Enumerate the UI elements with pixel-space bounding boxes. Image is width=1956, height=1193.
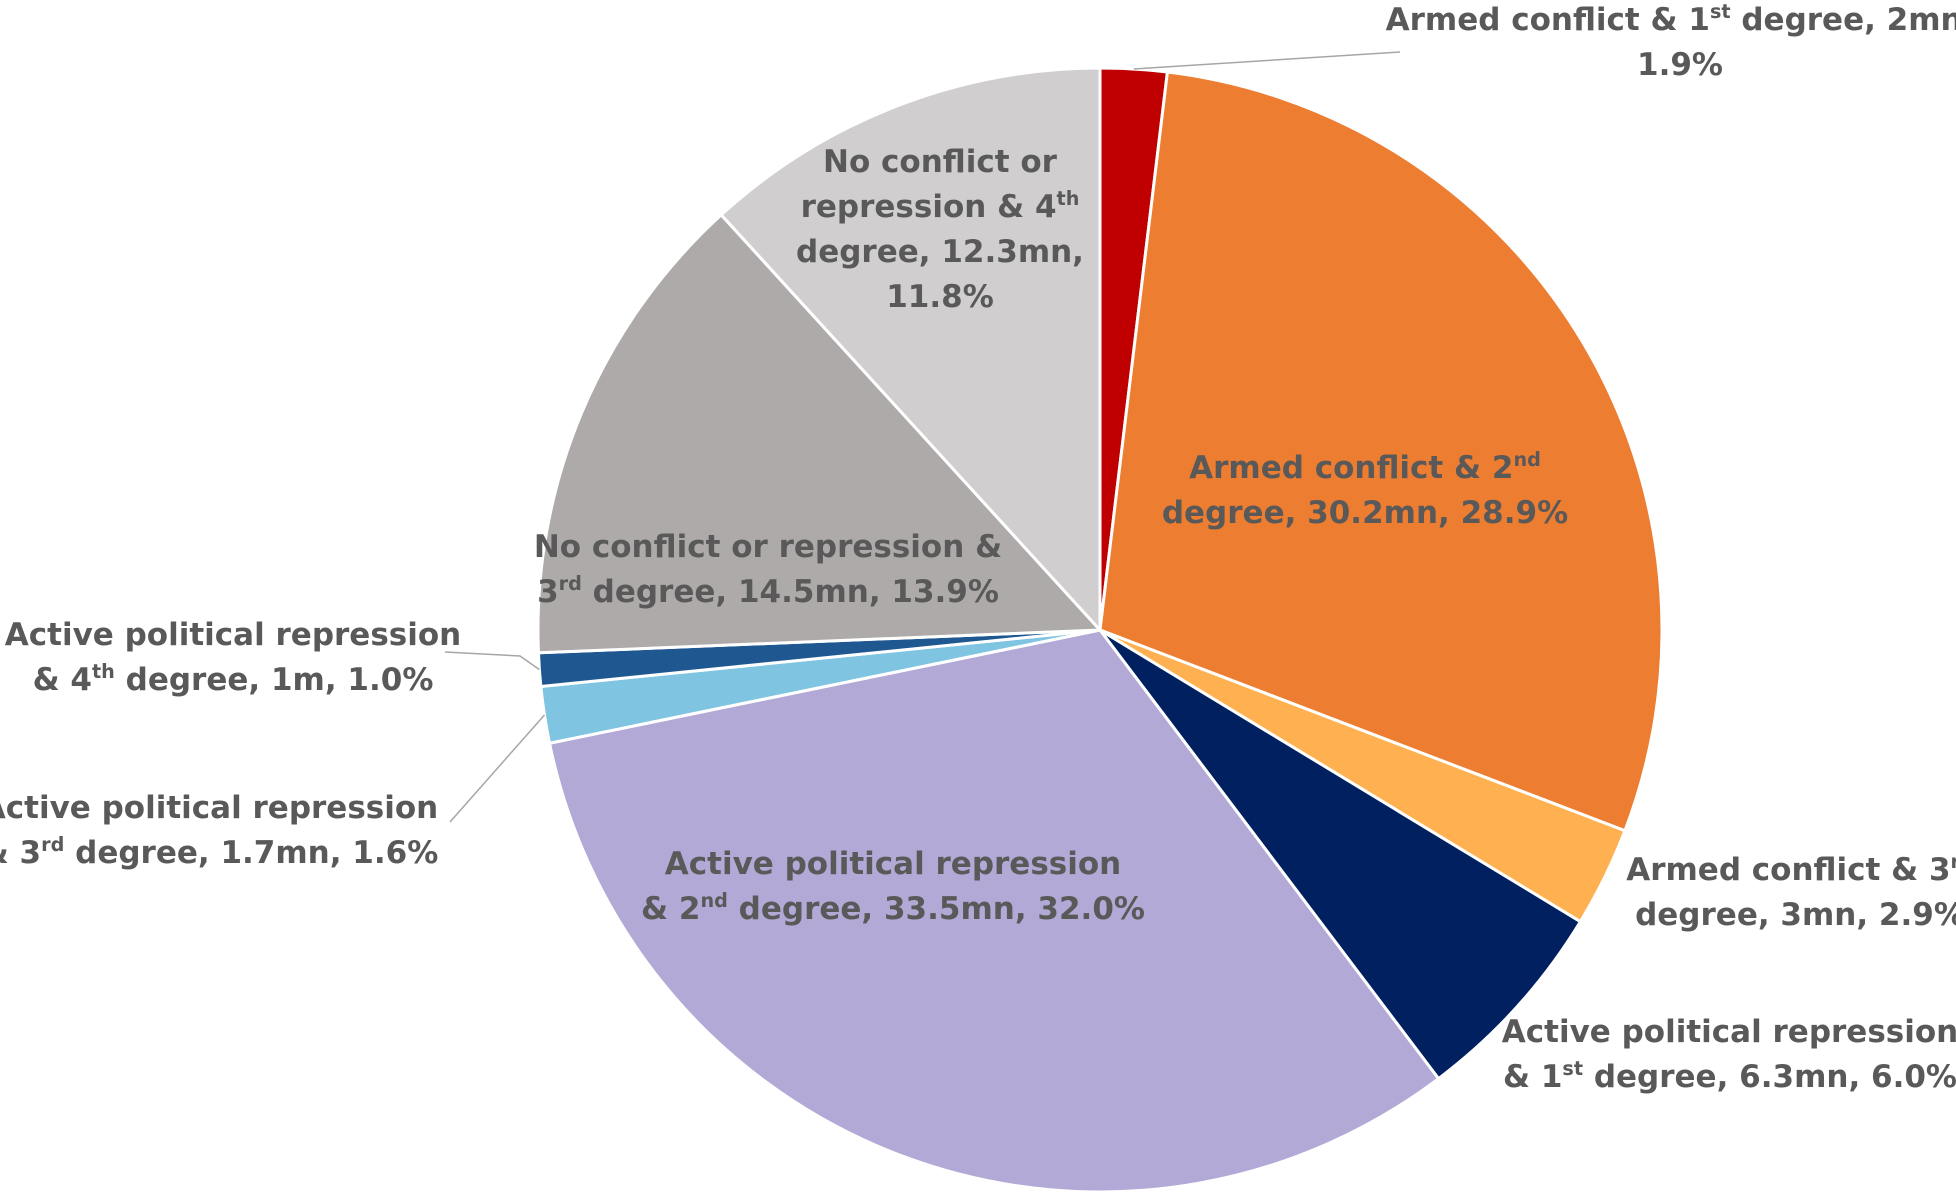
pie-slice-2: [1098, 70, 1664, 833]
slice-label-8: No conflict or repression & 3rd degree, 1…: [534, 529, 1002, 610]
data-label-line: & 2nd degree, 33.5mn, 32.0%: [641, 889, 1145, 927]
slice-label-3: Armed conflict & 3rd degree, 3mn, 2.9%: [1626, 850, 1956, 933]
pie-slice-8: [536, 212, 1104, 655]
data-label-line: & 3rd degree, 1.7mn, 1.6%: [0, 833, 438, 871]
slice-label-7: Active political repression & 4th degree,…: [5, 617, 461, 698]
data-label-line: Active political repression: [0, 790, 438, 826]
slice-label-5: Active political repression & 2nd degree,…: [641, 846, 1145, 927]
leader-line-1: [1133, 51, 1401, 70]
data-label-line: No conflict or repression &: [534, 529, 1002, 565]
data-label-line: No conflict or: [823, 144, 1058, 180]
slice-label-4: Active political repression & 1st degree,…: [1502, 1014, 1956, 1095]
data-label-line: degree, 3mn, 2.9%: [1635, 897, 1956, 933]
data-label-line: 1.9%: [1637, 47, 1723, 83]
data-label-line: Active political repression: [5, 617, 461, 653]
pie-slice-9: [719, 66, 1102, 634]
data-label-line: & 4th degree, 1m, 1.0%: [33, 660, 434, 698]
pie-slice-4: [1098, 628, 1583, 1081]
data-label-line: 11.8%: [886, 279, 994, 315]
pie-slice-5: [547, 628, 1441, 1193]
slice-label-1: Armed conflict & 1st degree, 2mn, 1.9%: [1386, 0, 1956, 83]
leader-line-7: [444, 651, 540, 671]
data-label-line: Active political repression: [1502, 1014, 1956, 1050]
leader-line-6: [449, 714, 546, 823]
slice-labels: Armed conflict & 1st degree, 2mn,1.9%Arm…: [0, 0, 1956, 1095]
slice-label-9: No conflict or repression & 4th degree, 12…: [796, 144, 1084, 315]
data-label-line: degree, 30.2mn, 28.9%: [1162, 495, 1568, 531]
data-label-line: Active political repression: [665, 846, 1121, 882]
data-label-line: 3rd degree, 14.5mn, 13.9%: [537, 572, 999, 610]
data-label-line: & 1st degree, 6.3mn, 6.0%: [1503, 1057, 1956, 1095]
data-label-line: Armed conflict & 3rd: [1626, 850, 1956, 888]
pie-slices: [536, 66, 1664, 1193]
data-label-line: Armed conflict & 1st degree, 2mn,: [1386, 0, 1956, 38]
leader-lines: [444, 51, 1401, 823]
slice-label-2: Armed conflict & 2nd degree, 30.2mn, 28.9…: [1162, 448, 1568, 531]
data-label-line: degree, 12.3mn,: [796, 234, 1084, 270]
data-label-line: repression & 4th: [801, 187, 1080, 225]
slice-label-6: Active political repression & 3rd degree,…: [0, 790, 438, 871]
data-label-line: Armed conflict & 2nd: [1189, 448, 1541, 486]
